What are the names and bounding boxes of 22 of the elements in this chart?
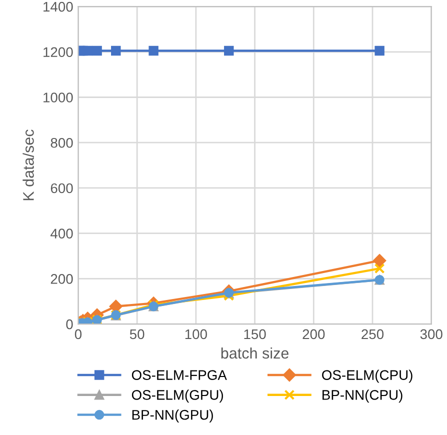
legend-label: OS-ELM-FPGA (132, 370, 227, 380)
x-tick-label: 0 (74, 329, 82, 340)
y-tick-label: 1000 (44, 92, 73, 102)
x-tick-label: 150 (244, 329, 266, 340)
legend-label: OS-ELM(CPU) (322, 370, 412, 383)
y-tick-label: 200 (50, 274, 73, 284)
x-axis-title: batch size (221, 347, 289, 359)
legend-label: OS-ELM(GPU) (132, 390, 223, 403)
x-tick-label: 250 (362, 329, 384, 340)
y-tick-label: 800 (50, 138, 73, 148)
legend-label: BP-NN(GPU) (132, 410, 213, 422)
y-tick-label: 600 (50, 183, 73, 194)
y-tick-label: 0 (66, 319, 73, 330)
x-tick-label: 200 (302, 329, 325, 340)
x-tick-label: 50 (130, 329, 144, 340)
y-tick-label: 1200 (44, 47, 73, 58)
y-tick-label: 400 (50, 228, 73, 239)
x-tick-label: 100 (185, 329, 207, 340)
legend-label: BP-NN(CPU) (322, 390, 402, 403)
x-tick-label: 300 (420, 329, 442, 340)
y-tick-label: 1400 (44, 2, 73, 12)
y-axis-title: K data/sec (22, 130, 34, 200)
